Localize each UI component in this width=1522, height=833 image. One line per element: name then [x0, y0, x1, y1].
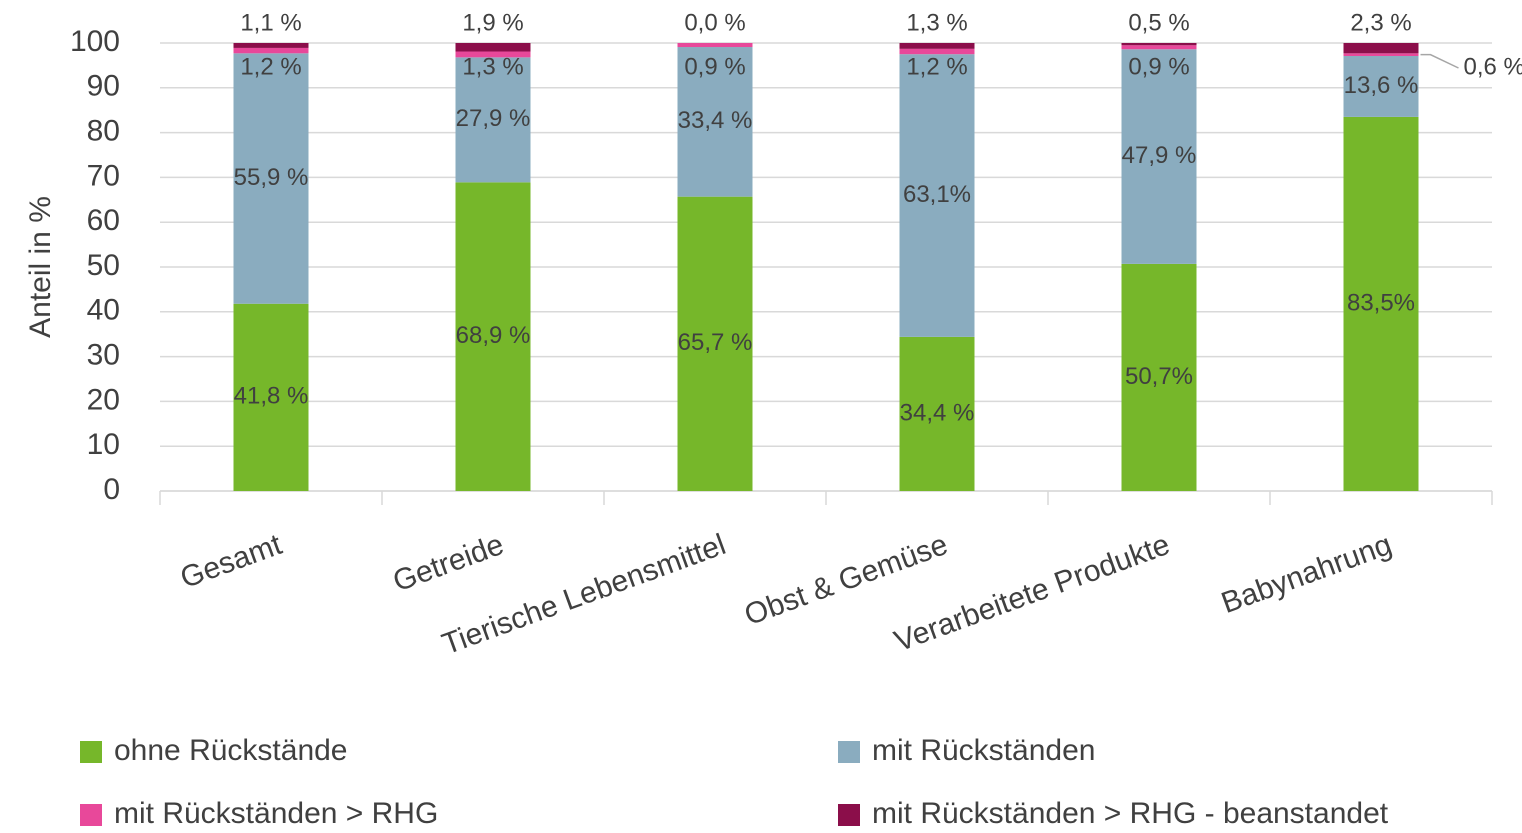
- y-tick-label: 10: [87, 428, 120, 461]
- leader-line: [1420, 53, 1459, 69]
- bar-segment: [899, 43, 975, 49]
- y-tick-label: 60: [87, 204, 120, 237]
- bar-segment: [677, 43, 753, 48]
- y-axis-label: Anteil in %: [24, 196, 57, 338]
- bar-segment: [233, 303, 309, 491]
- bar-segment: [1343, 53, 1419, 56]
- bar-segment: [233, 47, 309, 54]
- value-label: 33,4 %: [678, 107, 753, 134]
- bar-segment: [233, 43, 309, 48]
- bar-segment: [1121, 49, 1197, 264]
- value-label: 2,3 %: [1350, 9, 1411, 36]
- value-label: 27,9 %: [456, 105, 531, 132]
- value-label: 41,8 %: [234, 383, 309, 410]
- value-label: 1,1 %: [240, 9, 301, 36]
- value-label: 55,9 %: [234, 164, 309, 191]
- bar-segment: [899, 54, 975, 337]
- value-label: 13,6 %: [1344, 72, 1419, 99]
- value-label: 83,5%: [1347, 289, 1415, 316]
- y-tick-label: 100: [70, 25, 120, 58]
- x-tick-label: Getreide: [389, 528, 508, 598]
- y-tick-label: 70: [87, 159, 120, 192]
- y-tick-label: 0: [103, 473, 120, 506]
- bar-segment: [233, 53, 309, 304]
- value-label: 50,7%: [1125, 363, 1193, 390]
- y-tick-label: 40: [87, 294, 120, 327]
- legend-swatch: [838, 741, 860, 763]
- legend-label: mit Rückständen > RHG - beanstandet: [872, 797, 1389, 830]
- y-tick-label: 30: [87, 339, 120, 372]
- value-label: 63,1%: [903, 181, 971, 208]
- bar-segment: [455, 43, 531, 52]
- bar-segment: [455, 57, 531, 183]
- bar-segment: [899, 336, 975, 491]
- legend-label: mit Rückständen > RHG: [114, 797, 438, 830]
- value-label: 34,4 %: [900, 399, 975, 426]
- value-label: 47,9 %: [1122, 142, 1197, 169]
- bar-segment: [1121, 43, 1197, 46]
- legend-label: mit Rückständen: [872, 734, 1095, 767]
- y-tick-label: 50: [87, 249, 120, 282]
- value-label: 1,3 %: [906, 9, 967, 36]
- bar-segment: [1343, 43, 1419, 54]
- bar-segment: [1121, 45, 1197, 50]
- bar-segment: [455, 51, 531, 58]
- value-label: 1,2 %: [906, 53, 967, 80]
- value-label: 0,6 %: [1464, 53, 1522, 80]
- y-tick-label: 90: [87, 70, 120, 103]
- value-label: 0,0 %: [684, 9, 745, 36]
- value-label: 0,9 %: [1128, 53, 1189, 80]
- y-tick-label: 80: [87, 115, 120, 148]
- bar-segment: [677, 47, 753, 197]
- legend-swatch: [80, 741, 102, 763]
- bar-segment: [1343, 116, 1419, 492]
- value-label: 1,3 %: [462, 53, 523, 80]
- bar-segment: [455, 182, 531, 491]
- bar-segment: [677, 196, 753, 491]
- x-tick-label: Gesamt: [176, 528, 287, 595]
- bar-segment: [1121, 263, 1197, 491]
- value-label: 1,2 %: [240, 53, 301, 80]
- value-label: 0,5 %: [1128, 9, 1189, 36]
- value-label: 68,9 %: [456, 322, 531, 349]
- bar-segment: [899, 48, 975, 55]
- legend-swatch: [838, 804, 860, 826]
- value-label: 0,9 %: [684, 53, 745, 80]
- value-label: 65,7 %: [678, 329, 753, 356]
- bar-segment: [1343, 55, 1419, 117]
- value-label: 1,9 %: [462, 9, 523, 36]
- legend-label: ohne Rückstände: [114, 734, 348, 767]
- y-tick-label: 20: [87, 383, 120, 416]
- x-tick-label: Babynahrung: [1217, 528, 1396, 620]
- legend-swatch: [80, 804, 102, 826]
